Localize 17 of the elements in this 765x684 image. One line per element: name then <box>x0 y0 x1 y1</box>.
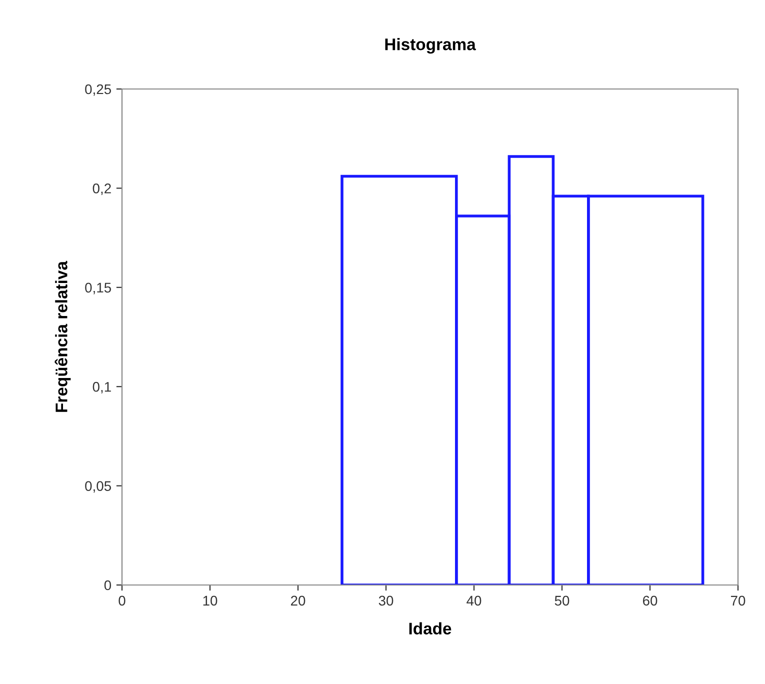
y-axis-title: Freqüência relativa <box>54 260 71 412</box>
x-tick-label: 60 <box>642 596 658 606</box>
x-tick-label: 30 <box>378 596 394 606</box>
x-axis-title: Idade <box>409 622 452 634</box>
y-tick-label: 0 <box>104 580 112 590</box>
x-tick-label: 70 <box>730 596 746 606</box>
y-tick-label: 0,25 <box>85 84 112 96</box>
y-tick-label: 0,05 <box>85 481 112 493</box>
y-tick-label: 0,15 <box>85 282 112 294</box>
y-tick-label: 0,2 <box>92 184 111 196</box>
x-tick-label: 10 <box>203 596 218 606</box>
chart-title: Histograma <box>385 38 476 54</box>
x-tick-label: 40 <box>466 596 482 606</box>
x-tick-label: 50 <box>554 596 570 606</box>
y-tick-label: 0,1 <box>92 382 111 394</box>
x-tick-label: 20 <box>290 596 306 606</box>
x-tick-label: 0 <box>118 596 126 606</box>
